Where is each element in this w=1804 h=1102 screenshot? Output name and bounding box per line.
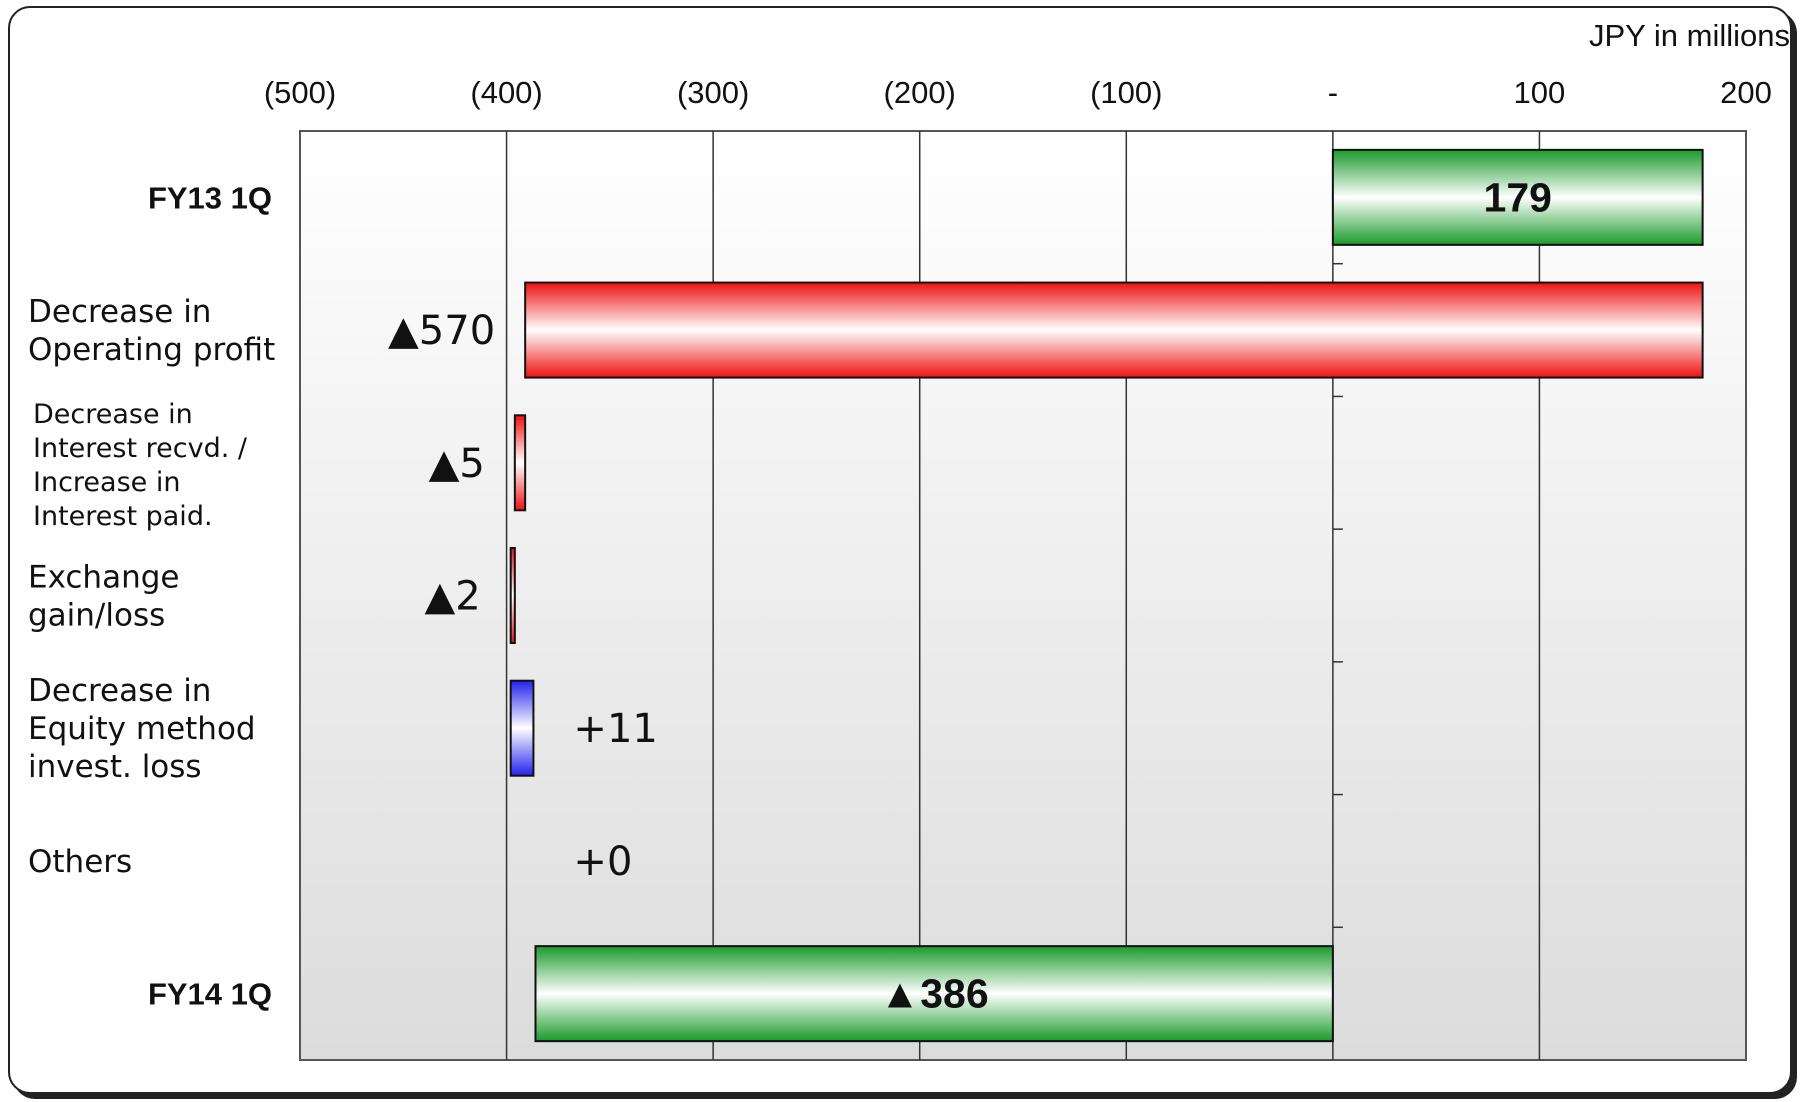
data-label-fx: ▲2 [424, 574, 480, 620]
category-label-others: Others [28, 844, 132, 880]
unit-label: JPY in millions [1589, 18, 1790, 53]
data-label-op: ▲570 [388, 308, 495, 354]
category-label-op: Decrease in [28, 294, 211, 330]
category-label-fy13: FY13 1Q [148, 180, 272, 215]
x-tick-label: 200 [1720, 75, 1772, 110]
category-label-fy14: FY14 1Q [148, 977, 272, 1012]
data-label-equity: +11 [573, 706, 657, 752]
x-tick-label: (400) [470, 75, 542, 110]
data-label-others: +0 [573, 839, 632, 885]
category-label-interest: Decrease in [33, 399, 193, 430]
x-tick-label: 100 [1514, 75, 1566, 110]
category-label-fx: Exchange [28, 560, 179, 596]
category-label-equity: Equity method [28, 711, 256, 747]
bar-equity [509, 679, 535, 777]
bar-fy14 [534, 945, 1334, 1043]
data-label-fy14: ▲386 [880, 971, 989, 1017]
x-tick-label: (500) [264, 75, 336, 110]
data-label-interest: ▲5 [429, 441, 485, 487]
category-label-equity: invest. loss [28, 749, 202, 785]
category-label-op: Operating profit [28, 332, 275, 368]
x-tick-label: (100) [1090, 75, 1162, 110]
x-tick-label: (300) [677, 75, 749, 110]
bar-fx [509, 547, 516, 644]
category-label-equity: Decrease in [28, 673, 211, 709]
bar-op [524, 281, 1704, 379]
x-tick-label: (200) [884, 75, 956, 110]
x-tick-label: - [1328, 75, 1338, 110]
category-label-interest: Interest recvd. / [33, 433, 248, 464]
bar-fy13 [1331, 148, 1704, 246]
category-label-interest: Increase in [33, 467, 180, 498]
data-label-fy13: 179 [1484, 174, 1552, 220]
bar-interest [513, 414, 527, 512]
category-label-fx: gain/loss [28, 598, 165, 634]
plot-area [299, 130, 1747, 1061]
category-label-interest: Interest paid. [33, 501, 213, 532]
